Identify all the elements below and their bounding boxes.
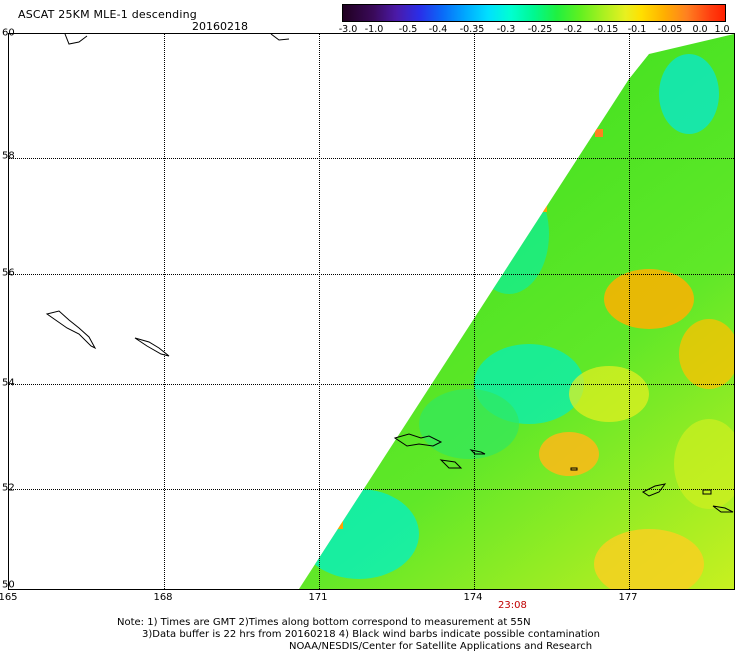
colorbar-tick: -0.4 (428, 24, 448, 35)
longitude-label: 171 (308, 592, 328, 603)
latitude-label: 58 (2, 150, 15, 162)
latitude-label: 54 (2, 377, 15, 389)
map-panel[interactable] (8, 33, 735, 590)
coastline-shape (393, 433, 443, 447)
meridian-line (629, 34, 630, 589)
coastline-shape (45, 310, 97, 350)
colorbar-tick: -3.0 (338, 24, 358, 35)
colorbar-tick: -0.15 (593, 24, 619, 35)
meridian-line (319, 34, 320, 589)
colorbar-ticks: -3.0 -1.0 -0.5 -0.4 -0.35 -0.3 -0.25 -0.… (330, 24, 730, 38)
parallel-line (9, 489, 734, 490)
longitude-label: 177 (618, 592, 638, 603)
coastline-shape (712, 505, 734, 513)
colorbar-tick: -0.2 (563, 24, 583, 35)
colorbar-tick: -0.3 (496, 24, 516, 35)
coastline-shape (570, 467, 578, 471)
longitude-label: 165 (0, 592, 18, 603)
colorbar (342, 4, 726, 22)
scatterometer-swath (299, 34, 734, 589)
coastline-shape (64, 34, 88, 45)
meridian-line (474, 34, 475, 589)
colorbar-tick: -0.35 (459, 24, 485, 35)
map-date: 20160218 (192, 20, 248, 33)
parallel-line (9, 274, 734, 275)
colorbar-tick: -0.1 (627, 24, 647, 35)
meridian-line (164, 34, 165, 589)
colorbar-tick: 0.0 (692, 24, 708, 35)
coastline-shape (702, 489, 712, 495)
footnote-line: NOAA/NESDIS/Center for Satellite Applica… (289, 641, 593, 652)
footnote: Note: 1) Times are GMT 2)Times along bot… (117, 617, 600, 653)
longitude-label: 168 (153, 592, 173, 603)
footnote-line: 3)Data buffer is 22 hrs from 20160218 4)… (142, 629, 600, 640)
parallel-line (9, 384, 734, 385)
coastlines (45, 34, 734, 513)
map-title: ASCAT 25KM MLE-1 descending (18, 8, 197, 21)
latitude-label: 60 (2, 27, 15, 39)
latitude-label: 56 (2, 267, 15, 279)
colorbar-tick: -1.0 (364, 24, 384, 35)
coastline-shape (270, 34, 290, 41)
coastline-shape (469, 449, 486, 455)
latitude-label: 50 (2, 579, 15, 591)
colorbar-tick: -0.25 (527, 24, 553, 35)
longitude-label: 174 (463, 592, 483, 603)
parallel-line (9, 158, 734, 159)
coastline-shape (134, 337, 170, 357)
coastline-shape (439, 459, 463, 469)
footnote-line: Note: 1) Times are GMT 2)Times along bot… (117, 617, 531, 628)
pass-time-label: 23:08 (498, 600, 527, 611)
colorbar-tick: -0.5 (398, 24, 418, 35)
colorbar-tick: -0.05 (657, 24, 683, 35)
colorbar-tick: 1.0 (714, 24, 730, 35)
coastline-shape (642, 483, 667, 497)
latitude-label: 52 (2, 482, 15, 494)
